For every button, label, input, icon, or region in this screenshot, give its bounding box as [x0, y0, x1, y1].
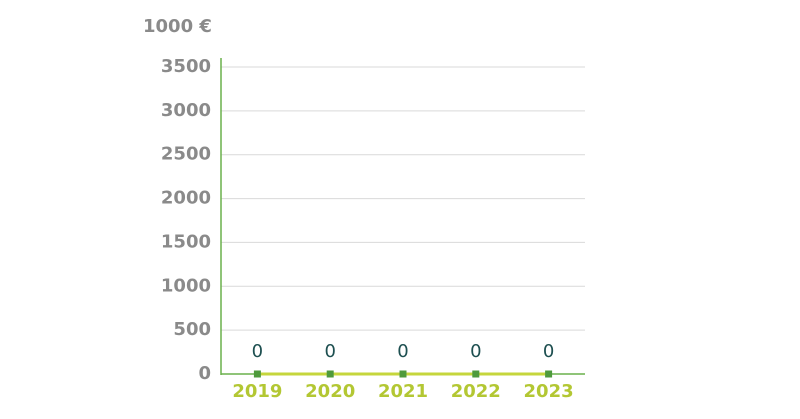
x-tick-label: 2022: [451, 381, 501, 402]
marker: [326, 370, 334, 378]
y-tick-label: 3500: [161, 56, 211, 77]
marker: [472, 370, 480, 378]
y-tick-label: 2500: [161, 144, 211, 165]
data-label: 0: [324, 341, 335, 362]
y-tick-label: 0: [198, 363, 211, 384]
y-tick-label: 500: [173, 319, 211, 340]
x-tick-label: 2020: [305, 381, 355, 402]
y-tick-label: 2000: [161, 188, 211, 209]
data-label: 0: [543, 341, 554, 362]
y-tick-label: 1000: [161, 275, 211, 296]
x-tick-label: 2023: [524, 381, 574, 402]
data-label: 0: [397, 341, 408, 362]
marker: [545, 370, 553, 378]
x-tick-label: 2021: [378, 381, 428, 402]
marker: [399, 370, 407, 378]
data-label: 0: [252, 341, 263, 362]
marker: [253, 370, 261, 378]
x-tick-label: 2019: [232, 381, 282, 402]
y-tick-label: 1500: [161, 231, 211, 252]
y-axis-label: 1000 €: [143, 16, 212, 37]
y-tick-label: 3000: [161, 100, 211, 121]
data-label: 0: [470, 341, 481, 362]
